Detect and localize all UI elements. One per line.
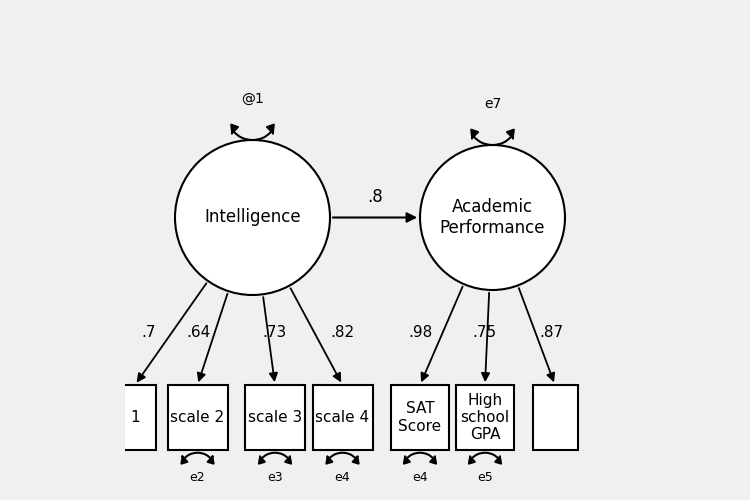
Text: .98: .98 [408, 325, 432, 340]
Text: e2: e2 [190, 470, 206, 484]
Text: .8: .8 [368, 188, 382, 206]
Text: High
school
GPA: High school GPA [460, 392, 509, 442]
Text: .75: .75 [472, 325, 496, 340]
Text: scale 3: scale 3 [248, 410, 302, 425]
Text: e3: e3 [267, 470, 283, 484]
Ellipse shape [175, 140, 330, 295]
Text: @1: @1 [242, 92, 264, 106]
Text: .7: .7 [142, 325, 156, 340]
Bar [167, 385, 227, 450]
Text: scale 4: scale 4 [316, 410, 370, 425]
Text: e4: e4 [413, 470, 428, 484]
Text: .82: .82 [331, 325, 355, 340]
Text: e7: e7 [484, 97, 501, 111]
Bar [245, 385, 305, 450]
Text: SAT
Score: SAT Score [398, 402, 442, 434]
Bar [456, 385, 514, 450]
Text: 1: 1 [130, 410, 140, 425]
Bar [114, 385, 156, 450]
Text: Academic
Performance: Academic Performance [440, 198, 545, 237]
Bar [313, 385, 373, 450]
Text: .73: .73 [262, 325, 286, 340]
Text: Intelligence: Intelligence [204, 208, 301, 226]
Text: .64: .64 [187, 325, 211, 340]
Text: e4: e4 [334, 470, 350, 484]
Text: .87: .87 [539, 325, 563, 340]
Text: e5: e5 [477, 470, 493, 484]
Ellipse shape [420, 145, 565, 290]
Text: scale 2: scale 2 [170, 410, 224, 425]
Bar [392, 385, 448, 450]
Bar [532, 385, 578, 450]
